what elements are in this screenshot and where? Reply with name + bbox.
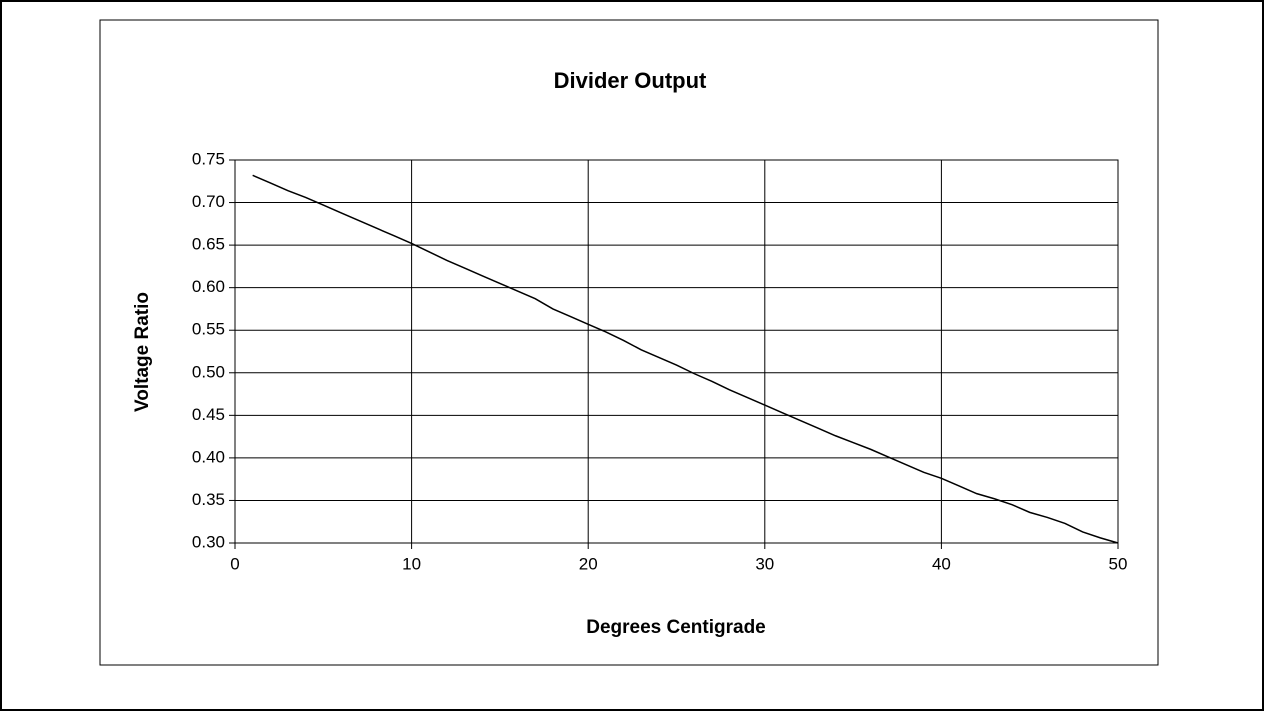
y-tick-label: 0.60	[192, 277, 225, 296]
x-tick-label: 30	[755, 554, 774, 573]
x-tick-label: 20	[579, 554, 598, 573]
y-tick-label: 0.40	[192, 447, 225, 466]
x-tick-label: 10	[402, 554, 421, 573]
y-tick-label: 0.65	[192, 235, 225, 254]
y-axis-label: Voltage Ratio	[132, 292, 153, 412]
y-tick-label: 0.45	[192, 405, 225, 424]
x-tick-label: 50	[1109, 554, 1128, 573]
data-line	[252, 174, 1119, 544]
chart-area	[99, 19, 1159, 666]
y-tick-label: 0.75	[192, 149, 225, 168]
x-tick-label: 40	[932, 554, 951, 573]
y-tick-label: 0.35	[192, 490, 225, 509]
x-axis-label: Degrees Centigrade	[586, 617, 766, 638]
y-tick-label: 0.55	[192, 320, 225, 339]
plot-frame	[234, 159, 1119, 544]
x-tick-label: 0	[230, 554, 239, 573]
y-tick-label: 0.30	[192, 532, 225, 551]
y-tick-label: 0.50	[192, 362, 225, 381]
y-tick-label: 0.70	[192, 192, 225, 211]
chart-title: Divider Output	[554, 68, 707, 93]
